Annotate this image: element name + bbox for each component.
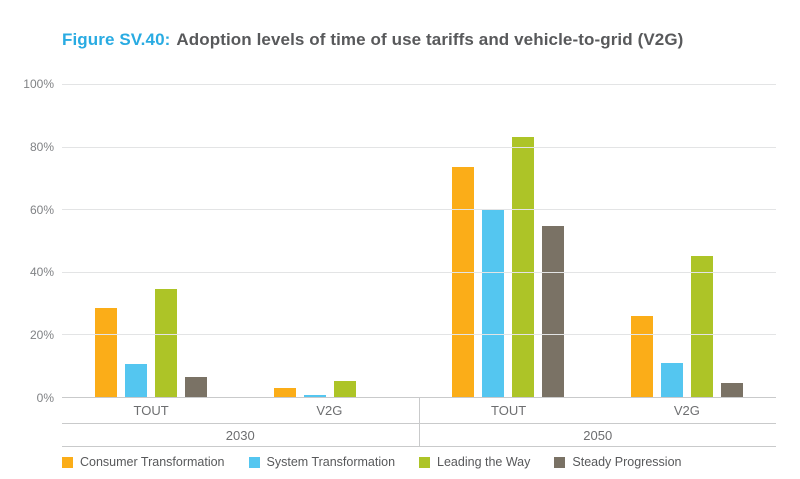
y-tick-label: 20% <box>29 328 54 343</box>
bar <box>185 376 208 397</box>
x-category-half: TOUT V2G <box>62 398 419 423</box>
legend-item: System Transformation <box>248 455 396 469</box>
bar <box>452 166 475 397</box>
y-tick-label: 80% <box>29 139 54 154</box>
legend-label: Consumer Transformation <box>80 455 225 469</box>
bar <box>95 307 118 397</box>
legend-label: Steady Progression <box>572 455 682 469</box>
gridline <box>62 146 776 148</box>
legend-item: Steady Progression <box>554 455 681 469</box>
legend-swatch <box>62 456 73 468</box>
bar <box>303 395 326 397</box>
y-tick-label: 0% <box>36 391 54 405</box>
x-year-half: 2030 <box>62 424 419 446</box>
bar <box>660 362 683 397</box>
x-category-label: TOUT <box>133 403 169 418</box>
x-axis: TOUT V2G TOUT V2G 2030 2050 <box>62 398 776 447</box>
bar <box>512 137 535 397</box>
bar <box>690 256 713 397</box>
x-category-row: TOUT V2G TOUT V2G <box>62 398 776 424</box>
gridline <box>62 209 776 211</box>
bar <box>155 289 178 397</box>
x-category-label: TOUT <box>491 403 527 418</box>
x-category-half: TOUT V2G <box>418 398 777 423</box>
bar <box>542 226 565 397</box>
bar <box>125 364 148 397</box>
bar-group <box>598 84 777 397</box>
bar-group <box>419 84 598 397</box>
gridline <box>62 271 776 273</box>
x-year-half: 2050 <box>418 424 777 446</box>
legend-item: Consumer Transformation <box>62 455 225 469</box>
gridline <box>62 84 776 85</box>
chart-body: 0% 20% 40% 60% 80% 100% <box>14 77 776 405</box>
bar <box>333 381 356 397</box>
bar <box>720 382 743 397</box>
x-category-label: V2G <box>316 403 343 418</box>
figure-number: Figure SV.40: <box>62 30 171 49</box>
plot-area <box>62 84 776 398</box>
bar-chart: 0% 20% 40% 60% 80% 100% TOUT V2G TOUT V2G 2030 20… <box>14 77 776 469</box>
x-year-label: 2050 <box>583 427 613 443</box>
bar <box>273 387 296 397</box>
y-tick-label: 40% <box>29 265 54 280</box>
legend: Consumer Transformation System Transforma… <box>62 455 776 469</box>
bar-group <box>241 84 420 397</box>
x-category-label: V2G <box>673 403 700 418</box>
bar-group <box>62 84 241 397</box>
figure-caption: Adoption levels of time of use tariffs a… <box>176 30 684 49</box>
legend-item: Leading the Way <box>419 455 530 469</box>
legend-swatch <box>248 456 260 468</box>
bars-row <box>62 84 776 397</box>
x-year-label: 2030 <box>225 427 255 443</box>
legend-label: Leading the Way <box>437 455 531 469</box>
x-year-row: 2030 2050 <box>62 424 776 447</box>
bar <box>630 315 653 397</box>
legend-swatch <box>554 456 566 468</box>
figure-title: Figure SV.40: Adoption levels of time of … <box>62 30 683 50</box>
bar <box>482 209 505 397</box>
legend-label: System Transformation <box>266 455 396 469</box>
y-tick-label: 60% <box>29 202 54 217</box>
year-section <box>419 84 776 397</box>
gridline <box>62 334 776 336</box>
y-axis: 0% 20% 40% 60% 80% 100% <box>14 77 62 405</box>
y-tick-label: 100% <box>23 77 54 91</box>
year-section <box>62 84 419 397</box>
legend-swatch <box>419 456 431 468</box>
